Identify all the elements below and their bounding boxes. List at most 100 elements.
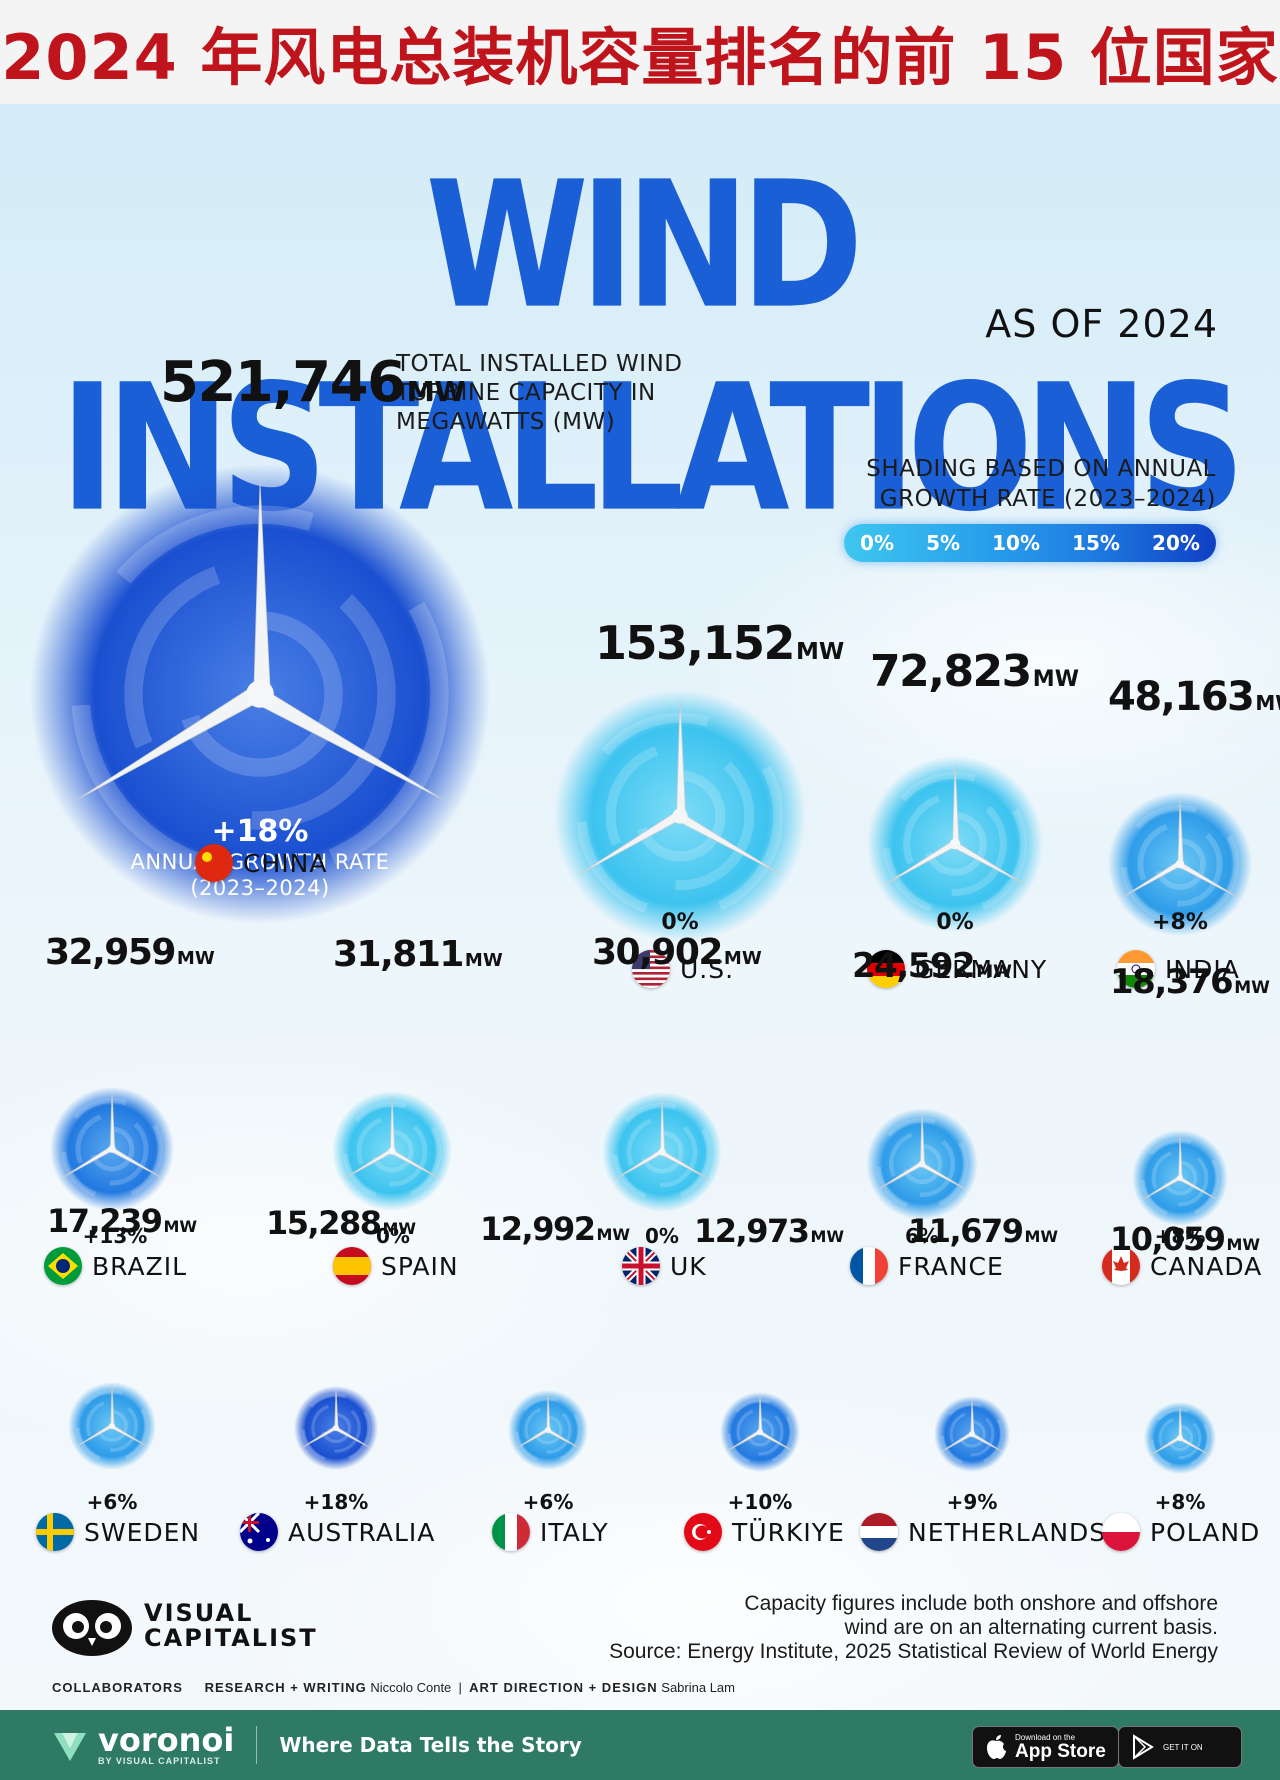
capacity-label: 31,811 MW [333, 934, 503, 975]
country-label: AUSTRALIA [240, 1513, 435, 1551]
growth-legend-bar: 0% 5% 10% 15% 20% [844, 524, 1216, 562]
country-bubble [30, 464, 490, 924]
capacity-label: 11,679 MW [908, 1212, 1058, 1250]
swirl-ring [736, 1408, 784, 1456]
country-label: FRANCE [850, 1247, 1004, 1285]
flag-icon [867, 950, 905, 988]
flag-icon [1102, 1513, 1140, 1551]
legend-tick: 10% [992, 531, 1040, 555]
app-store-button[interactable]: Download on the App Store [972, 1726, 1119, 1768]
footnote-line2: wind are on an alternating current basis… [844, 1616, 1218, 1639]
app-store-small: Download on the [1015, 1732, 1076, 1742]
flag-icon [684, 1513, 722, 1551]
brand-line1: VISUAL [144, 1599, 254, 1627]
research-name: Niccolo Conte [370, 1680, 452, 1695]
flag-icon [632, 950, 670, 988]
capacity-label: 30,902 MW [592, 932, 762, 973]
voronoi-brand[interactable]: voronoi BY VISUAL CAPITALIST [50, 1724, 234, 1766]
capacity-label: 10,059 MW [1110, 1220, 1260, 1258]
swirl-ring [75, 1112, 149, 1186]
flag-icon [36, 1513, 74, 1551]
country-bubble [866, 1108, 978, 1220]
country-name: CANADA [1150, 1251, 1263, 1281]
design-name: Sabrina Lam [661, 1680, 735, 1695]
subtitle: AS OF 2024 [985, 302, 1218, 346]
country-bubble [1108, 792, 1252, 936]
turbine-hub [969, 1431, 975, 1437]
voronoi-footer: voronoi BY VISUAL CAPITALIST Where Data … [0, 1710, 1280, 1780]
flag-icon [195, 844, 233, 882]
capacity-value: 10,059 [1110, 1220, 1226, 1258]
capacity-unit: MW [176, 948, 215, 969]
turbine-hub [109, 1423, 115, 1429]
swirl-ring [370, 1129, 414, 1173]
capacity-value: 12,992 [480, 1210, 596, 1248]
turbine-hub [949, 838, 961, 850]
capacity-value: 72,823 [870, 646, 1032, 697]
tagline: Where Data Tells the Story [279, 1733, 582, 1757]
turbine-hub [388, 1147, 396, 1155]
growth-caption: ANNUAL GROWTH RATE [130, 850, 390, 874]
country-name: U.S. [680, 954, 735, 984]
china-growth-annotation: +18% ANNUAL GROWTH RATE (2023–2024) [110, 814, 410, 901]
growth-label: +8% [1152, 910, 1208, 935]
capacity-unit: MW [1032, 667, 1079, 692]
capacity-label: 24,592 MW [852, 946, 1012, 986]
turbine-hub [1177, 1435, 1183, 1441]
country-name: UK [670, 1251, 707, 1281]
flag-icon [860, 1513, 898, 1551]
country-bubble [554, 690, 806, 942]
wind-turbine-icon [1122, 797, 1238, 898]
turbine-hub [918, 1160, 926, 1168]
google-play-button[interactable]: GET IT ON [1118, 1726, 1242, 1768]
capacity-label: 521,746MW [160, 350, 465, 415]
wind-turbine-icon [1151, 1404, 1209, 1455]
capacity-value: 15,288 [266, 1204, 382, 1242]
capacity-value: 18,376 [1110, 962, 1234, 1002]
country-label: POLAND [1102, 1513, 1260, 1551]
country-label: TÜRKIYE [684, 1513, 845, 1551]
swirl-ring [311, 1403, 361, 1453]
capacity-unit: MW [810, 1227, 845, 1246]
country-label: SPAIN [333, 1247, 459, 1285]
flag-icon [240, 1513, 278, 1551]
footnote: Capacity figures include both onshore an… [578, 1592, 1218, 1664]
capacity-unit: MW [723, 948, 762, 969]
capacity-value: 32,959 [45, 932, 176, 973]
capacity-label: 12,973 MW [694, 1212, 844, 1250]
flag-icon [850, 1247, 888, 1285]
wind-turbine-icon [877, 1112, 967, 1191]
capacity-value: 521,746 [160, 350, 406, 415]
swirl-ring [96, 1410, 128, 1442]
wind-turbine-icon [579, 700, 781, 875]
capacity-unit: MW [1226, 1235, 1261, 1254]
swirl-ring [903, 792, 1007, 896]
growth-label: +6% [522, 1490, 574, 1514]
flag-icon [492, 1513, 530, 1551]
growth-label: 0% [376, 1224, 410, 1248]
google-play-small: GET IT ON [1163, 1742, 1203, 1752]
country-name: FRANCE [898, 1251, 1004, 1281]
google-play-icon [1133, 1734, 1154, 1760]
app-store-label: App Store [1015, 1740, 1106, 1762]
capacity-description: TOTAL INSTALLED WIND TURBINE CAPACITY IN… [396, 351, 683, 435]
country-label: CANADA [1102, 1247, 1262, 1285]
capacity-unit: MW [163, 1217, 198, 1236]
wind-turbine-icon [515, 1393, 581, 1449]
swirl-ring [356, 1115, 428, 1187]
flag-icon [333, 1247, 371, 1285]
swirl-ring [958, 1420, 986, 1448]
swirl-ring [524, 1406, 572, 1454]
turbine-hub [672, 808, 688, 824]
capacity-label: 12,992 MW [480, 1210, 630, 1248]
capacity-unit: MW [406, 375, 466, 408]
turbine-hub [757, 1429, 763, 1435]
country-name: AUSTRALIA [288, 1517, 436, 1547]
country-name: INDIA [1165, 954, 1240, 984]
country-name: SWEDEN [84, 1517, 201, 1547]
turbine-hub [1177, 1175, 1183, 1181]
collaborators-label: COLLABORATORS [52, 1680, 183, 1695]
country-bubble [867, 756, 1043, 932]
chinese-title: 2024 年风电总装机容量排名的前 15 位国家 [1, 21, 1279, 94]
growth-label: +18% [303, 1490, 369, 1514]
